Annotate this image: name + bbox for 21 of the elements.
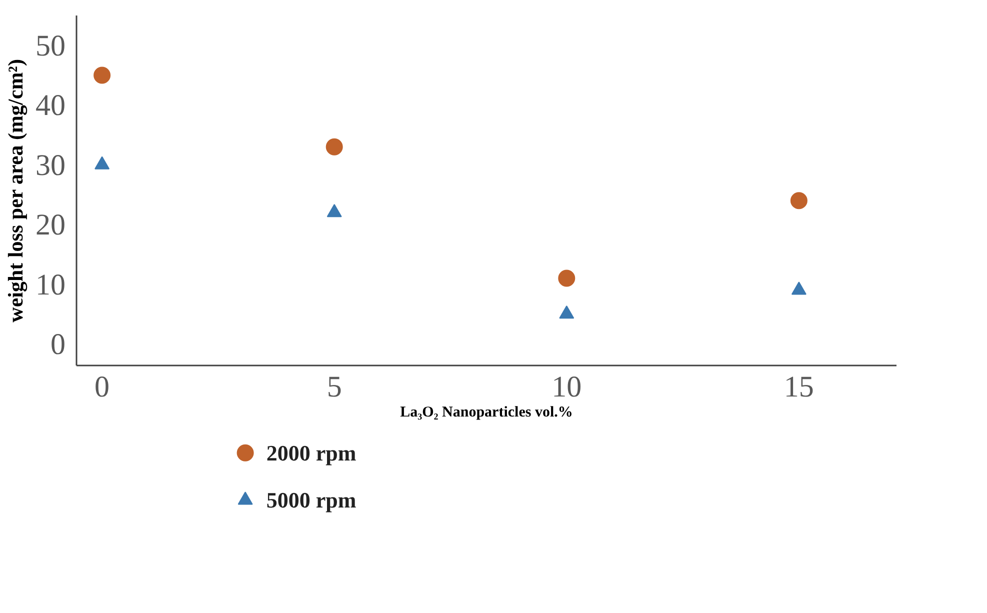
point bbox=[559, 306, 574, 319]
y-axis-title: weight loss per area (mg/cm²) bbox=[4, 59, 28, 322]
legend-label: 5000 rpm bbox=[266, 488, 356, 513]
y-tick-label: 50 bbox=[36, 29, 66, 62]
x-tick-label: 15 bbox=[784, 370, 814, 404]
point bbox=[326, 204, 342, 218]
point bbox=[791, 282, 806, 295]
point bbox=[790, 192, 808, 210]
point bbox=[94, 156, 110, 170]
x-axis-title: La₃O₂ Nanoparticles vol.% bbox=[400, 404, 573, 420]
x-tick-label: 10 bbox=[552, 370, 582, 404]
x-tick-label: 0 bbox=[94, 370, 110, 404]
legend-label: 2000 rpm bbox=[266, 440, 356, 466]
x-tick-label: 5 bbox=[326, 370, 342, 404]
point bbox=[326, 138, 343, 156]
y-tick-label: 0 bbox=[50, 328, 66, 361]
point bbox=[94, 66, 111, 84]
y-tick-label: 20 bbox=[36, 208, 66, 242]
y-tick-label: 30 bbox=[36, 148, 66, 182]
y-tick-label: 10 bbox=[36, 268, 66, 302]
y-tick-label: 40 bbox=[36, 89, 66, 122]
